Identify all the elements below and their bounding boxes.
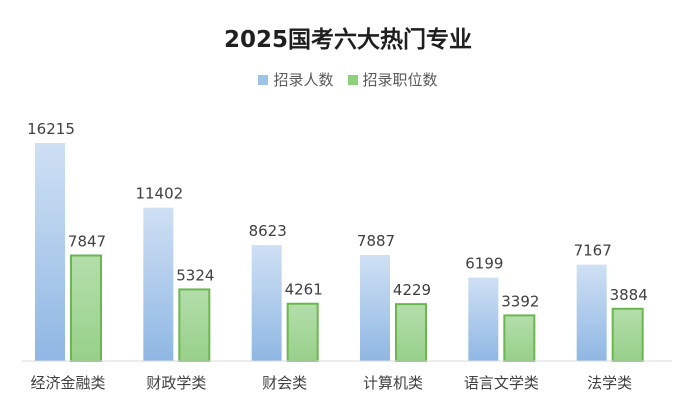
legend-item-series-2: 招录职位数	[347, 69, 438, 90]
x-tick-label-3: 计算机类	[363, 374, 423, 392]
bar-positions-3	[395, 303, 427, 363]
x-tick-label-5: 法学类	[587, 374, 632, 392]
x-tick-label-1: 财政学类	[146, 374, 206, 392]
data-label-recruits-4: 6199	[465, 255, 503, 273]
bar-recruits-0	[35, 143, 65, 361]
x-tick-label-4: 语言文学类	[464, 374, 539, 392]
x-tick-label-2: 财会类	[262, 374, 307, 392]
bar-recruits-5	[576, 264, 607, 361]
data-label-positions-0: 7847	[68, 233, 106, 251]
legend-swatch-series-1	[258, 74, 269, 85]
bar-positions-4	[503, 314, 536, 362]
bar-recruits-4	[468, 277, 499, 361]
data-label-recruits-2: 8623	[249, 222, 287, 240]
data-label-recruits-1: 11402	[135, 185, 183, 203]
legend-item-series-1: 招录人数	[258, 69, 334, 90]
bar-recruits-2	[251, 245, 282, 361]
x-tick-label-0: 经济金融类	[30, 374, 105, 392]
bar-positions-2	[286, 302, 319, 362]
bar-recruits-1	[143, 207, 174, 361]
data-label-recruits-5: 7167	[574, 242, 612, 260]
bar-positions-5	[611, 307, 644, 362]
data-label-positions-1: 5324	[176, 266, 214, 284]
data-label-positions-5: 3884	[610, 286, 648, 304]
bar-positions-1	[178, 288, 211, 363]
legend-swatch-series-2	[347, 74, 358, 85]
bar-positions-0	[70, 254, 102, 363]
data-label-positions-3: 4229	[393, 281, 431, 299]
chart-legend: 招录人数 招录职位数	[0, 69, 696, 90]
chart-title: 2025国考六大热门专业	[223, 27, 472, 53]
data-label-positions-2: 4261	[285, 281, 323, 299]
legend-label-series-1: 招录人数	[273, 71, 334, 89]
data-label-recruits-3: 7887	[357, 232, 395, 250]
bar-recruits-3	[360, 254, 390, 361]
legend-label-series-2: 招录职位数	[362, 71, 438, 89]
data-label-recruits-0: 16215	[27, 120, 75, 138]
data-label-positions-4: 3392	[501, 292, 539, 310]
